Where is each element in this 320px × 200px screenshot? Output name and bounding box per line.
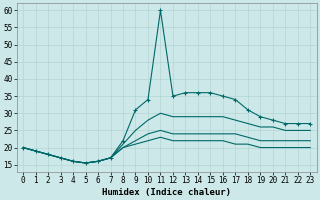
X-axis label: Humidex (Indice chaleur): Humidex (Indice chaleur) — [102, 188, 231, 197]
